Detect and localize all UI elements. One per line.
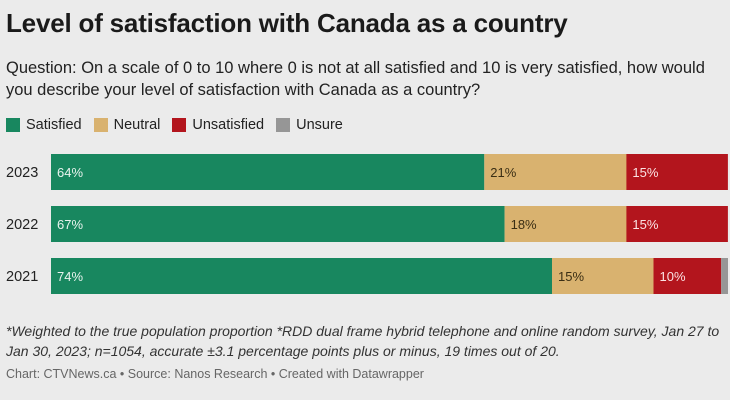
data-label-unsatisfied-2023: 15%	[632, 165, 658, 180]
legend-item-unsure: Unsure	[276, 117, 343, 133]
data-label-satisfied-2021: 74%	[57, 269, 83, 284]
chart-credit: Chart: CTVNews.ca • Source: Nanos Resear…	[6, 367, 424, 381]
bar-satisfied-2022	[51, 206, 505, 242]
data-label-unsatisfied-2022: 15%	[632, 217, 658, 232]
category-label-2022: 2022	[6, 217, 38, 233]
bar-satisfied-2021	[51, 258, 552, 294]
category-label-2021: 2021	[6, 269, 38, 285]
stacked-bar-chart: 2023 64% 21% 15% 2022 67% 18% 15% 2021 74% 15% 10%	[6, 154, 728, 294]
bar-unsatisfied-2022	[626, 206, 728, 242]
data-label-satisfied-2022: 67%	[57, 217, 83, 232]
bar-neutral-2023	[484, 154, 627, 190]
chart-subtitle: Question: On a scale of 0 to 10 where 0 …	[6, 59, 705, 99]
data-label-satisfied-2023: 64%	[57, 165, 83, 180]
legend-label-satisfied: Satisfied	[26, 117, 82, 133]
chart-title: Level of satisfaction with Canada as a c…	[6, 8, 568, 38]
chart-legend: Satisfied Neutral Unsatisfied Unsure	[6, 117, 355, 133]
legend-label-unsatisfied: Unsatisfied	[192, 117, 265, 133]
legend-swatch-satisfied	[6, 118, 20, 132]
data-label-neutral-2022: 18%	[511, 217, 537, 232]
bar-unsatisfied-2021	[653, 258, 722, 294]
legend-swatch-unsatisfied	[172, 118, 187, 132]
legend-label-unsure: Unsure	[296, 117, 343, 133]
data-label-unsatisfied-2021: 10%	[660, 269, 686, 284]
bar-unsatisfied-2023	[626, 154, 728, 190]
bar-unsure-2021	[721, 258, 728, 294]
legend-item-neutral: Neutral	[93, 117, 161, 133]
legend-swatch-neutral	[93, 118, 108, 132]
legend-item-satisfied: Satisfied	[6, 117, 82, 133]
chart-footnote: *Weighted to the true population proport…	[6, 323, 720, 359]
legend-label-neutral: Neutral	[113, 117, 161, 133]
bar-neutral-2022	[504, 206, 627, 242]
bar-neutral-2021	[552, 258, 654, 294]
data-label-neutral-2023: 21%	[490, 165, 516, 180]
data-label-neutral-2021: 15%	[558, 269, 584, 284]
legend-swatch-unsure	[276, 118, 291, 132]
bar-satisfied-2023	[51, 154, 485, 190]
legend-item-unsatisfied: Unsatisfied	[172, 117, 264, 133]
category-label-2023: 2023	[6, 165, 38, 181]
